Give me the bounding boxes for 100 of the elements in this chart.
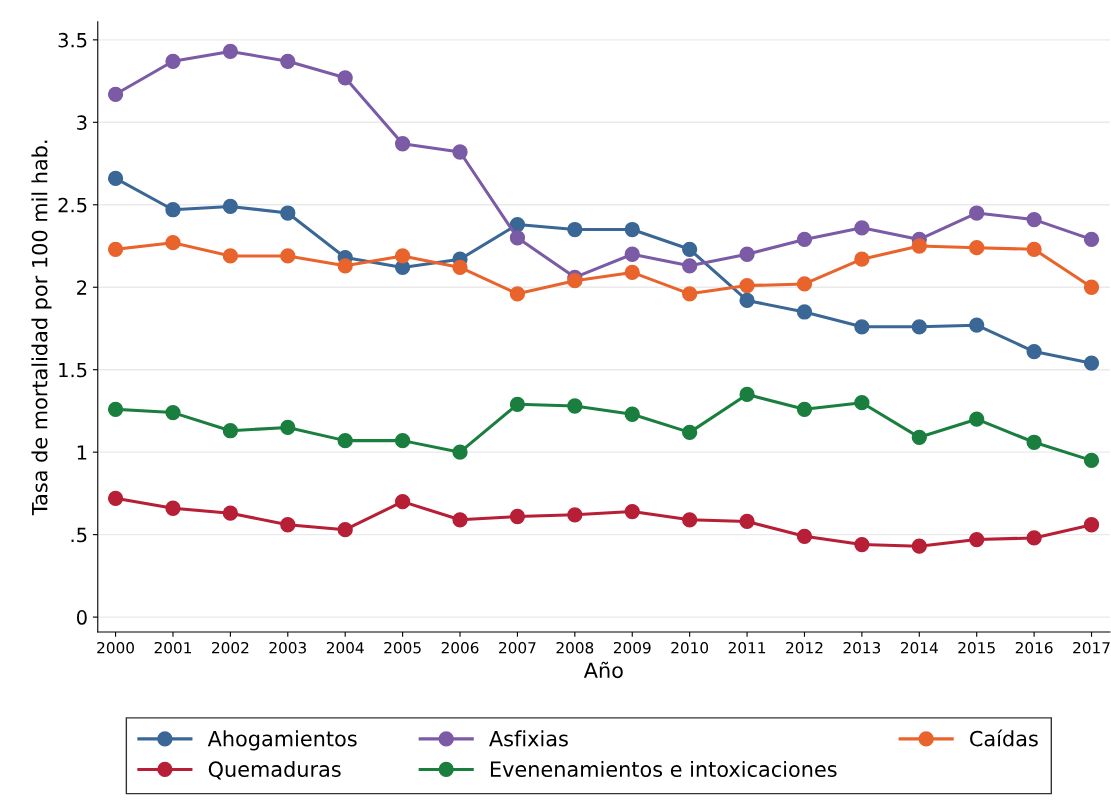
legend-label: Quemaduras	[208, 760, 341, 780]
x-tick-label: 2001	[154, 641, 191, 654]
point	[567, 507, 583, 523]
x-tick-label: 2003	[269, 641, 307, 654]
point	[337, 258, 353, 274]
point	[337, 70, 353, 86]
x-tick-label: 2015	[958, 641, 995, 654]
point	[280, 205, 296, 221]
point	[624, 264, 640, 281]
x-tick-label: 2004	[326, 641, 364, 654]
point	[739, 246, 755, 262]
point	[165, 202, 181, 218]
x-tick-label: 2002	[212, 641, 249, 654]
point	[452, 512, 468, 528]
point	[739, 292, 755, 309]
x-tick-label: 2014	[900, 641, 938, 654]
point	[1083, 452, 1100, 469]
point	[739, 513, 755, 530]
y-tick-label: 1	[77, 445, 87, 460]
point	[107, 86, 124, 102]
x-tick-label: 2012	[786, 641, 823, 654]
point	[280, 248, 296, 264]
point	[509, 286, 526, 302]
point	[969, 317, 985, 333]
point	[796, 401, 813, 417]
point	[682, 512, 698, 528]
point	[969, 411, 985, 427]
y-tick-label: 2.5	[58, 197, 87, 213]
point	[911, 538, 927, 554]
x-axis-title: Año	[583, 661, 623, 679]
point	[394, 248, 411, 264]
point	[969, 240, 985, 256]
point	[1026, 211, 1042, 228]
point	[739, 277, 755, 294]
point	[1083, 231, 1100, 248]
point	[222, 198, 239, 215]
point	[394, 136, 411, 152]
point	[969, 531, 985, 548]
x-tick-label: 2007	[499, 641, 536, 654]
point	[1026, 434, 1042, 450]
point	[509, 396, 526, 412]
point	[452, 259, 468, 276]
point	[222, 423, 239, 439]
point	[854, 220, 870, 236]
y-tick-label: .5	[71, 527, 87, 543]
y-tick-label: 3.5	[58, 32, 87, 48]
point	[1083, 355, 1100, 371]
point	[796, 231, 813, 248]
y-axis-title: Tasa de mortalidad por 100 mil hab.	[31, 140, 52, 516]
point	[854, 319, 870, 335]
point	[165, 404, 181, 421]
y-tick-label: 0	[76, 610, 87, 625]
point	[682, 241, 698, 257]
y-tick-label: 2	[77, 280, 87, 295]
point	[796, 276, 813, 292]
legend-label: Ahogamientos	[207, 730, 357, 751]
point	[567, 273, 583, 289]
point	[394, 432, 411, 449]
point	[280, 53, 296, 69]
x-tick-label: 2005	[384, 641, 421, 654]
y-tick-label: 3	[77, 115, 87, 130]
point	[337, 522, 353, 538]
point	[567, 221, 583, 238]
point	[854, 251, 870, 267]
x-tick-label: 2000	[97, 641, 134, 654]
point	[682, 424, 698, 441]
point	[337, 432, 353, 449]
point	[107, 170, 124, 187]
x-tick-label: 2006	[441, 641, 479, 654]
point	[567, 398, 583, 414]
point	[165, 500, 181, 516]
point	[682, 286, 698, 302]
x-tick-label: 2011	[728, 641, 766, 654]
point	[107, 241, 124, 257]
point	[682, 258, 698, 274]
point	[911, 429, 927, 445]
point	[165, 235, 181, 251]
point	[969, 205, 985, 221]
point	[107, 401, 124, 417]
legend-label: Evenenamientos e intoxicaciones	[490, 760, 837, 778]
y-tick-label: 1.5	[59, 362, 87, 378]
point	[1026, 343, 1042, 360]
point	[854, 395, 870, 411]
x-tick-label: 2009	[613, 641, 651, 654]
point	[739, 386, 755, 403]
legend-label: Caídas	[970, 729, 1038, 747]
point	[222, 43, 239, 60]
point	[1083, 517, 1100, 533]
point	[280, 517, 296, 533]
x-tick-label: 2010	[671, 641, 709, 654]
point	[1026, 241, 1042, 257]
legend-label: Asfixias	[489, 730, 568, 747]
point	[624, 406, 640, 422]
point	[796, 304, 813, 320]
point	[624, 503, 640, 520]
point	[222, 248, 239, 264]
point	[509, 508, 526, 525]
point	[796, 528, 813, 544]
point	[624, 246, 640, 262]
x-tick-label: 2017	[1073, 641, 1110, 654]
